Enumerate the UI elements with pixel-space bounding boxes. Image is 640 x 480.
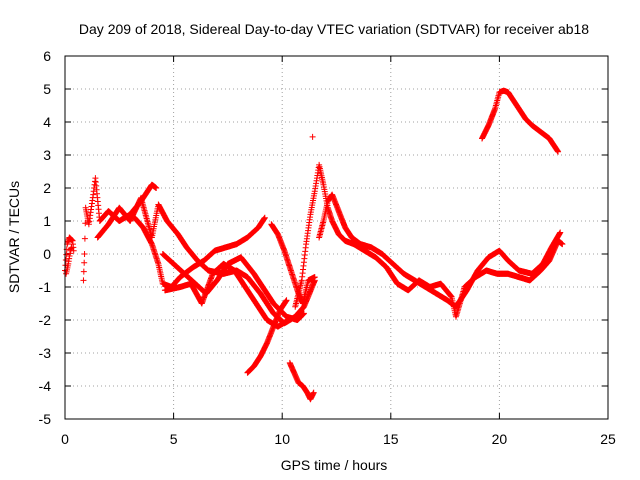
plot-frame <box>64 55 609 420</box>
y-tick-label: -1 <box>39 279 52 295</box>
x-tick-label: 5 <box>170 431 178 447</box>
x-tick-label: 20 <box>492 431 508 447</box>
data-point <box>80 277 87 284</box>
series-b <box>63 244 75 277</box>
data-point <box>283 297 290 304</box>
series-i <box>268 221 318 307</box>
y-tick-label: 2 <box>43 180 51 196</box>
y-tick-label: 4 <box>43 114 51 130</box>
y-tick-label: -3 <box>39 345 52 361</box>
series-a <box>62 234 77 274</box>
series-k <box>292 161 566 320</box>
x-tick-label: 0 <box>61 431 69 447</box>
data-point <box>310 389 317 396</box>
data-point <box>82 220 89 227</box>
series-m <box>316 191 564 310</box>
y-tick-label: 5 <box>43 81 51 97</box>
series-n <box>479 87 562 155</box>
data-point <box>62 256 69 263</box>
y-tick-label: 1 <box>43 213 51 229</box>
series-h <box>244 297 290 376</box>
data-point <box>557 229 564 236</box>
data-point <box>311 274 318 281</box>
x-tick-label: 15 <box>383 431 399 447</box>
axis-ticks: 0 5 10 15 20 25 -5 -4 -3 -2 -1 0 1 2 3 4 5 6 <box>39 48 616 447</box>
y-tick-label: 3 <box>43 147 51 163</box>
data-point <box>555 148 562 155</box>
y-tick-label: 6 <box>43 48 51 64</box>
data-point <box>81 251 88 257</box>
data-point <box>80 268 87 275</box>
series-e <box>131 214 268 290</box>
series-g <box>161 260 292 330</box>
x-tick-label: 10 <box>274 431 290 447</box>
data-point <box>63 251 70 258</box>
data-point <box>153 185 160 191</box>
y-tick-label: -4 <box>39 378 52 394</box>
x-axis-label: GPS time / hours <box>281 457 388 473</box>
data-point <box>559 241 566 248</box>
y-axis-label: SDTVAR / TECUs <box>6 181 22 293</box>
data-point <box>81 235 88 242</box>
chart-title: Day 209 of 2018, Sidereal Day-to-day VTE… <box>79 21 589 37</box>
data-point <box>309 133 316 140</box>
data-point <box>285 317 292 323</box>
data-points <box>62 87 566 403</box>
data-point <box>261 214 268 221</box>
y-tick-label: -2 <box>39 312 52 328</box>
series-l <box>309 133 316 140</box>
data-point <box>68 244 75 251</box>
series-j <box>286 359 317 403</box>
y-tick-label: -5 <box>39 411 52 427</box>
y-tick-label: 0 <box>43 246 51 262</box>
data-point <box>81 259 88 266</box>
x-tick-label: 25 <box>600 431 616 447</box>
data-point <box>300 310 307 317</box>
grid <box>65 56 608 419</box>
